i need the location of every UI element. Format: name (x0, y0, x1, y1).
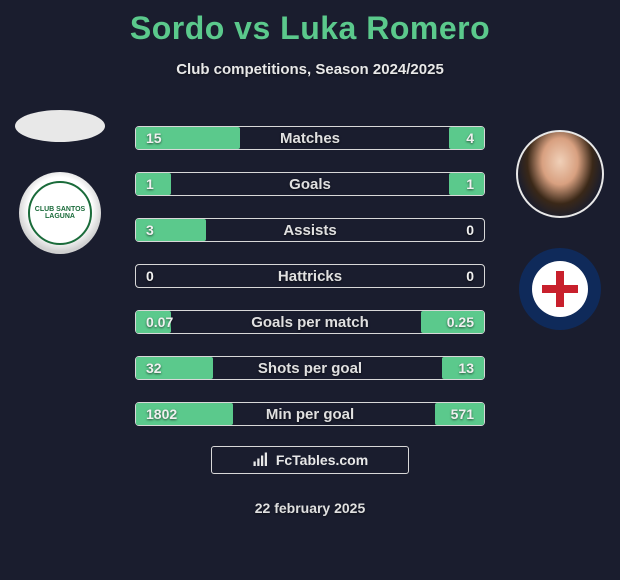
chart-icon (252, 451, 270, 469)
stat-row: 3 Assists 0 (135, 218, 485, 242)
player-right-avatar (516, 130, 604, 218)
stat-label: Matches (280, 130, 340, 147)
footer-date: 22 february 2025 (255, 500, 366, 516)
cross-icon (542, 271, 578, 307)
stat-label: Min per goal (266, 406, 354, 423)
stat-value-right: 4 (466, 130, 474, 146)
stat-value-right: 1 (466, 176, 474, 192)
stat-value-right: 0.25 (447, 314, 474, 330)
stat-value-right: 571 (451, 406, 474, 422)
stat-value-left: 1 (146, 176, 154, 192)
left-player-column: CLUB SANTOS LAGUNA (10, 110, 110, 254)
stat-row: 1 Goals 1 (135, 172, 485, 196)
page-title: Sordo vs Luka Romero (0, 0, 620, 47)
stats-table: 15Matches41Goals13Assists00Hattricks00.0… (135, 126, 485, 426)
stat-row: 1802 Min per goal 571 (135, 402, 485, 426)
santos-badge-icon: CLUB SANTOS LAGUNA (28, 181, 92, 245)
stat-value-left: 0.07 (146, 314, 173, 330)
stat-label: Assists (283, 222, 336, 239)
brand-box: FcTables.com (211, 446, 409, 474)
page-subtitle: Club competitions, Season 2024/2025 (0, 61, 620, 78)
stat-value-left: 0 (146, 268, 154, 284)
stat-value-right: 0 (466, 268, 474, 284)
club-left-label: CLUB SANTOS LAGUNA (30, 206, 90, 220)
player-left-club-badge: CLUB SANTOS LAGUNA (19, 172, 101, 254)
brand-label: FcTables.com (276, 452, 368, 468)
stat-row: 0 Hattricks 0 (135, 264, 485, 288)
stat-value-left: 15 (146, 130, 162, 146)
stat-value-right: 13 (458, 360, 474, 376)
stat-label: Hattricks (278, 268, 342, 285)
stat-value-left: 1802 (146, 406, 177, 422)
player-left-avatar (15, 110, 105, 142)
stat-value-left: 32 (146, 360, 162, 376)
stat-row: 15 Matches 4 (135, 126, 485, 150)
stat-row: 0.07 Goals per match 0.25 (135, 310, 485, 334)
stat-label: Goals per match (251, 314, 369, 331)
stat-row: 32 Shots per goal 13 (135, 356, 485, 380)
stat-label: Shots per goal (258, 360, 362, 377)
cruz-azul-badge-icon (532, 261, 588, 317)
stat-value-right: 0 (466, 222, 474, 238)
right-player-column (510, 130, 610, 330)
stat-label: Goals (289, 176, 331, 193)
stat-value-left: 3 (146, 222, 154, 238)
player-right-club-badge (519, 248, 601, 330)
